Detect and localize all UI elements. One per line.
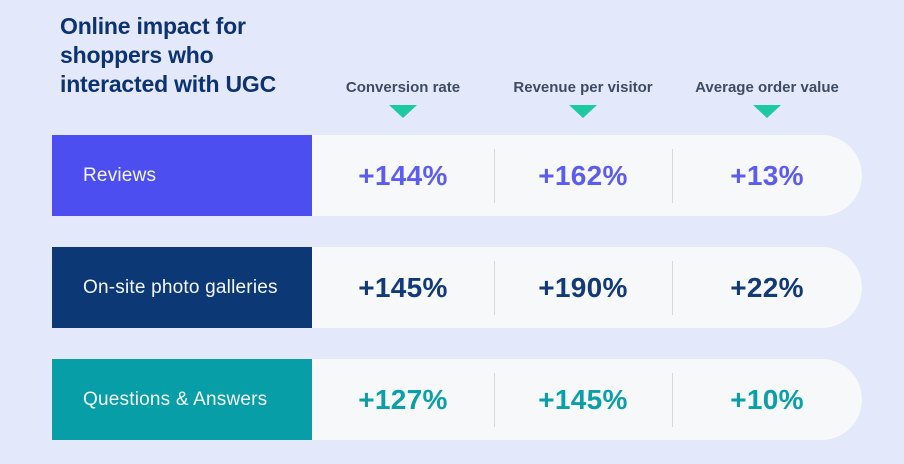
page-title-line-3: interacted with UGC — [60, 71, 277, 97]
value-text: +162% — [538, 159, 628, 191]
value-cell-revenue-per-visitor: +162% — [494, 135, 672, 216]
down-triangle-icon — [753, 105, 781, 118]
row-label-onsite-photo-galleries: On-site photo galleries — [52, 247, 312, 328]
column-header-average-order-value: Average order value — [672, 79, 862, 123]
value-cell-revenue-per-visitor: +190% — [494, 247, 672, 328]
page-title: Online impact for shoppers who interacte… — [52, 0, 312, 99]
column-header-revenue-per-visitor: Revenue per visitor — [494, 79, 672, 123]
value-text: +145% — [538, 383, 628, 415]
value-cell-conversion-rate: +144% — [312, 135, 494, 216]
value-text: +190% — [538, 271, 628, 303]
table-body: Reviews +144% +162% +13% On-site photo g… — [0, 123, 904, 440]
value-text: +10% — [730, 383, 804, 415]
value-cell-conversion-rate: +127% — [312, 359, 494, 440]
value-cell-revenue-per-visitor: +145% — [494, 359, 672, 440]
row-values: +144% +162% +13% — [312, 135, 862, 216]
row-values: +127% +145% +10% — [312, 359, 862, 440]
value-cell-average-order-value: +22% — [672, 247, 862, 328]
row-label-text: Questions & Answers — [83, 388, 268, 410]
column-header-label: Revenue per visitor — [513, 79, 653, 96]
value-text: +13% — [730, 159, 804, 191]
value-cell-average-order-value: +10% — [672, 359, 862, 440]
column-header-label: Conversion rate — [345, 79, 461, 96]
row-label-questions-answers: Questions & Answers — [52, 359, 312, 440]
page-title-line-2: shoppers who — [60, 42, 214, 68]
down-triangle-icon — [389, 105, 417, 118]
value-cell-conversion-rate: +145% — [312, 247, 494, 328]
header-row: Online impact for shoppers who interacte… — [0, 0, 904, 123]
row-values: +145% +190% +22% — [312, 247, 862, 328]
table-row-questions-answers: Questions & Answers +127% +145% +10% — [52, 359, 862, 440]
down-triangle-icon — [569, 105, 597, 118]
value-text: +127% — [358, 383, 448, 415]
value-text: +22% — [730, 271, 804, 303]
value-text: +144% — [358, 159, 448, 191]
row-label-text: On-site photo galleries — [83, 276, 278, 298]
page-title-line-1: Online impact for — [60, 13, 246, 39]
value-cell-average-order-value: +13% — [672, 135, 862, 216]
column-header-label: Average order value — [695, 79, 839, 96]
column-header-conversion-rate: Conversion rate — [312, 79, 494, 123]
table-row-reviews: Reviews +144% +162% +13% — [52, 135, 862, 216]
row-label-reviews: Reviews — [52, 135, 312, 216]
row-label-text: Reviews — [83, 164, 157, 186]
value-text: +145% — [358, 271, 448, 303]
table-row-onsite-photo-galleries: On-site photo galleries +145% +190% +22% — [52, 247, 862, 328]
